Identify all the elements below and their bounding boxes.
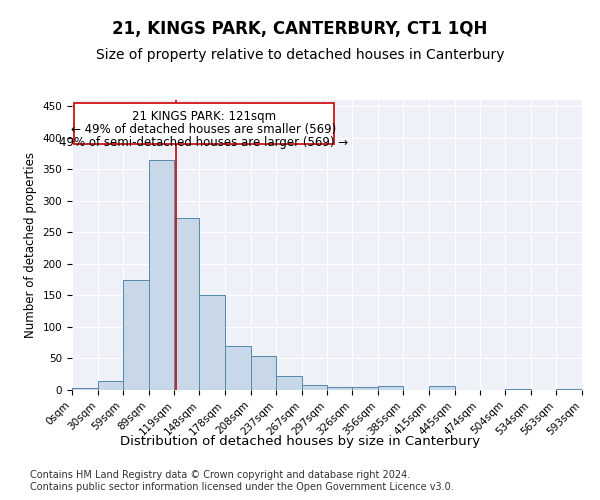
Bar (175, 218, 199, 390)
Bar (352, 387, 378, 390)
Bar (276, 376, 302, 390)
Bar (123, 280, 149, 390)
Text: 49% of semi-detached houses are larger (569) →: 49% of semi-detached houses are larger (… (59, 136, 349, 149)
Text: ← 49% of detached houses are smaller (569): ← 49% of detached houses are smaller (56… (71, 123, 337, 136)
Text: Contains HM Land Registry data © Crown copyright and database right 2024.: Contains HM Land Registry data © Crown c… (30, 470, 410, 480)
Bar (199, 295, 225, 390)
Text: Distribution of detached houses by size in Canterbury: Distribution of detached houses by size … (120, 435, 480, 448)
Bar (149, 160, 175, 390)
Bar (328, 387, 352, 390)
Bar (429, 386, 455, 390)
Text: 21 KINGS PARK: 121sqm: 21 KINGS PARK: 121sqm (132, 110, 276, 123)
Bar (72, 388, 98, 390)
Bar (225, 346, 251, 390)
Bar (98, 380, 123, 390)
FancyBboxPatch shape (74, 103, 334, 144)
Text: Size of property relative to detached houses in Canterbury: Size of property relative to detached ho… (96, 48, 504, 62)
Text: Contains public sector information licensed under the Open Government Licence v3: Contains public sector information licen… (30, 482, 454, 492)
Bar (251, 356, 276, 390)
Bar (302, 385, 328, 390)
Y-axis label: Number of detached properties: Number of detached properties (24, 152, 37, 338)
Text: 21, KINGS PARK, CANTERBURY, CT1 1QH: 21, KINGS PARK, CANTERBURY, CT1 1QH (112, 20, 488, 38)
Bar (378, 386, 403, 390)
